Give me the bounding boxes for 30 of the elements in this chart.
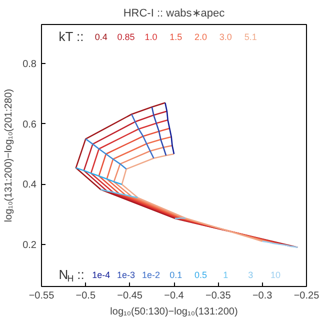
- y-tick-label: 0.6: [22, 119, 37, 130]
- x-tick-label: −0.3: [252, 290, 273, 302]
- x-tick-label: −0.45: [117, 290, 143, 302]
- y-tick-label: 0.8: [22, 59, 37, 70]
- x-tick-label: −0.55: [28, 290, 55, 302]
- x-tick-label: −0.4: [164, 290, 184, 302]
- text: 2.0: [194, 32, 208, 42]
- text: 1e-3: [117, 270, 136, 280]
- annotation: kT ::: [58, 28, 84, 44]
- text: 0.85: [117, 32, 135, 42]
- text: 0.1: [170, 270, 182, 280]
- text: 3: [248, 270, 254, 280]
- y-tick-label: 0.4: [22, 180, 37, 191]
- chart-title: HRC-I :: wabs∗apec: [123, 8, 226, 20]
- y-tick-label: 0.2: [22, 240, 37, 251]
- x-axis-title: log₁₀(50:130)−log₁₀(131:200): [110, 306, 238, 318]
- x-tick-label: −0.35: [206, 290, 232, 302]
- text: 10: [270, 270, 281, 280]
- text: 1.5: [170, 32, 182, 42]
- text: 1.0: [144, 32, 158, 42]
- text: 0.5: [194, 270, 208, 280]
- text: 1: [223, 270, 228, 280]
- text: 3.0: [219, 32, 232, 42]
- text: 0.4: [94, 32, 108, 42]
- x-tick-label: −0.5: [76, 290, 96, 302]
- x-tick-label: −0.25: [294, 290, 320, 302]
- y-axis-title: log₁₀(131:200)−log₁₀(201:280): [4, 88, 15, 222]
- text: 1e-4: [92, 270, 110, 280]
- text: 1e-2: [142, 270, 160, 280]
- text: 5.1: [244, 32, 257, 42]
